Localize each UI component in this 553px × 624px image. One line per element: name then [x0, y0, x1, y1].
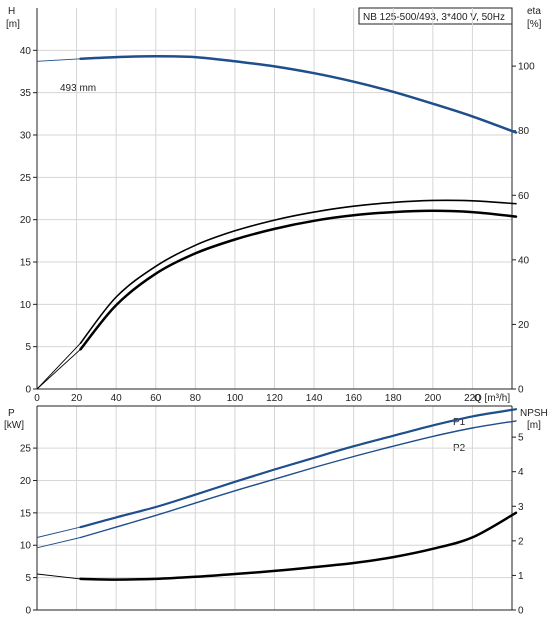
x-tick-label: 220: [464, 393, 481, 404]
p2-curve: [79, 420, 517, 539]
p1-extrapolated-line: [36, 526, 81, 538]
right-tick-label: 3: [518, 502, 524, 513]
npsh-axis-unit: [m]: [527, 420, 541, 431]
h-extrapolated-line: [36, 58, 81, 62]
right-tick-label: 1: [518, 571, 524, 582]
left-tick-label: 10: [20, 541, 32, 552]
left-tick-label: 10: [20, 300, 32, 311]
p1-series-label: P1: [453, 417, 466, 428]
left-tick-label: 5: [25, 573, 31, 584]
right-tick-label: 100: [518, 62, 535, 73]
eta-axis-unit: [%]: [527, 19, 542, 30]
p1-curve: [79, 408, 518, 529]
x-tick-label: 40: [111, 393, 123, 404]
right-tick-label: 80: [518, 126, 530, 137]
right-tick-label: 5: [518, 433, 524, 444]
right-tick-label: 0: [518, 385, 524, 396]
right-tick-label: 0: [518, 606, 524, 617]
x-tick-label: 100: [227, 393, 244, 404]
h-curve: [79, 55, 518, 134]
eta2-extrapolated-line: [36, 348, 81, 390]
npsh-extrapolated-line: [36, 573, 81, 580]
x-tick-label: 180: [385, 393, 402, 404]
power-axis-name: P: [8, 408, 15, 419]
left-tick-label: 40: [20, 46, 32, 57]
left-tick-label: 35: [20, 88, 32, 99]
eta1-curve: [79, 199, 517, 344]
left-tick-label: 0: [25, 606, 31, 617]
x-tick-label: 0: [34, 393, 40, 404]
head-axis-unit: [m]: [6, 19, 20, 30]
x-tick-label: 140: [306, 393, 323, 404]
x-tick-label: 160: [345, 393, 362, 404]
left-tick-label: 15: [20, 258, 32, 269]
impeller-diameter-label: 493 mm: [60, 83, 96, 94]
x-tick-label: 200: [424, 393, 441, 404]
right-tick-label: 60: [518, 191, 530, 202]
left-tick-label: 5: [25, 342, 31, 353]
npsh-curve: [79, 511, 518, 581]
x-tick-label: 80: [190, 393, 202, 404]
x-tick-label: 120: [266, 393, 283, 404]
eta2-curve: [79, 209, 518, 351]
left-tick-label: 0: [25, 385, 31, 396]
x-tick-label: 60: [150, 393, 162, 404]
chart-title: NB 125-500/493, 3*400 V, 50Hz: [363, 12, 505, 23]
left-tick-label: 25: [20, 444, 32, 455]
right-tick-label: 2: [518, 536, 524, 547]
p2-extrapolated-line: [36, 537, 81, 549]
right-tick-label: 20: [518, 320, 530, 331]
chart-marks: 0 20 40 60 80 100 120 140 160 180 200 2200510152025…: [20, 8, 535, 617]
npsh-axis-name: NPSH: [520, 408, 548, 419]
eta1-extrapolated-line: [36, 342, 81, 390]
right-tick-label: 4: [518, 467, 524, 478]
right-tick-label: 40: [518, 255, 530, 266]
left-tick-label: 25: [20, 173, 32, 184]
left-tick-label: 20: [20, 476, 32, 487]
head-axis-name: H: [8, 6, 15, 17]
flow-axis-label: Q [m³/h]: [474, 393, 510, 404]
left-tick-label: 30: [20, 131, 32, 142]
left-tick-label: 15: [20, 508, 32, 519]
power-axis-unit: [kW]: [4, 420, 24, 431]
eta-axis-name: eta: [527, 6, 541, 17]
x-tick-label: 20: [71, 393, 83, 404]
left-tick-label: 20: [20, 215, 32, 226]
